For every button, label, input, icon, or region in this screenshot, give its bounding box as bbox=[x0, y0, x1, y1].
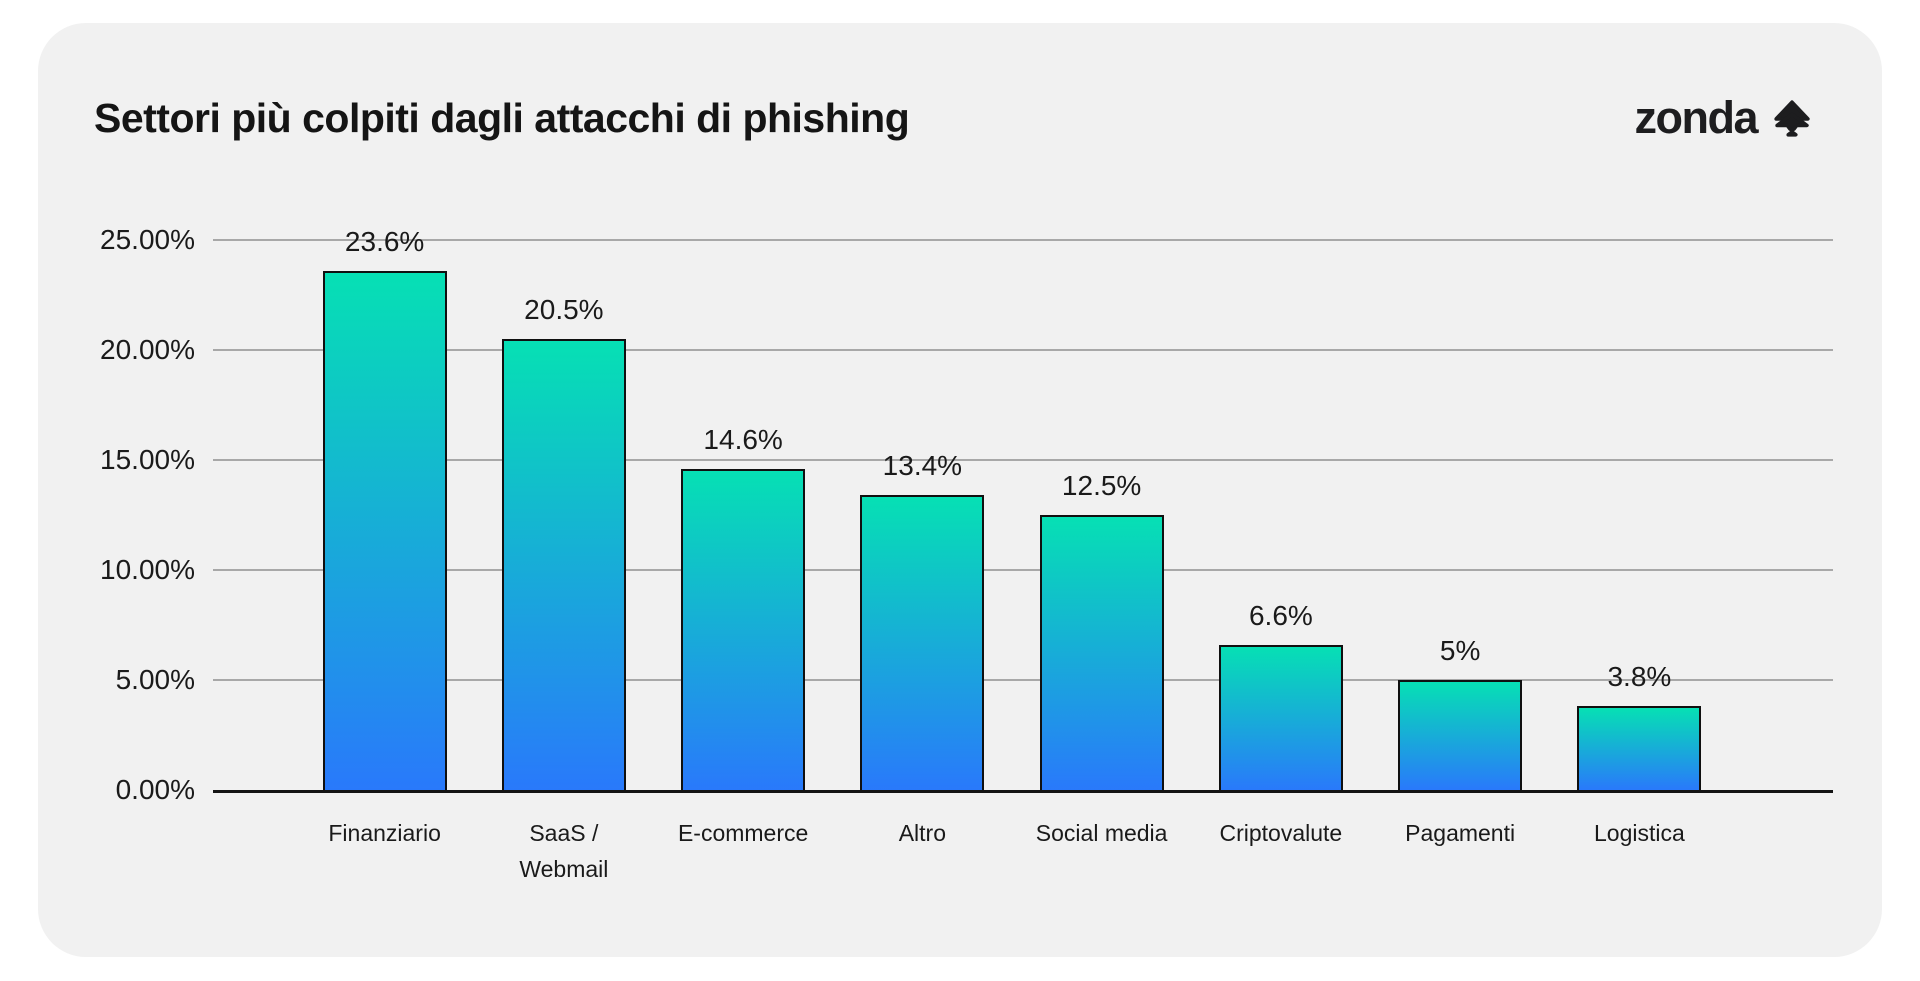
category-label: SaaS / Webmail bbox=[519, 820, 609, 882]
bar-group: 20.5% SaaS / Webmail bbox=[474, 240, 653, 882]
bar-group: 13.4% Altro bbox=[833, 240, 1012, 846]
y-axis-tick-label: 25.00% bbox=[100, 224, 195, 255]
bar-value-label: 12.5% bbox=[1061, 470, 1142, 501]
gridline bbox=[213, 349, 1833, 351]
bar bbox=[681, 468, 806, 790]
brand-logo: zonda bbox=[1635, 95, 1819, 140]
bar-value-label: 6.6% bbox=[1248, 599, 1313, 631]
bar-group: 23.6% Finanziario bbox=[295, 226, 474, 846]
bar bbox=[1398, 680, 1523, 790]
y-axis-tick-label: 0.00% bbox=[115, 774, 195, 805]
category-label: Criptovalute bbox=[1219, 820, 1343, 846]
bar-group: 12.5% Social media bbox=[1012, 240, 1191, 846]
category-label: Logistica bbox=[1593, 820, 1685, 846]
bar bbox=[1218, 644, 1343, 790]
y-axis-tick-label: 20.00% bbox=[100, 334, 195, 365]
brand-wordmark: zonda bbox=[1634, 92, 1759, 143]
bar-value-label: 14.6% bbox=[703, 423, 783, 455]
gridline bbox=[213, 569, 1833, 571]
category-label: Social media bbox=[1035, 820, 1168, 846]
gridline bbox=[213, 239, 1833, 241]
bar bbox=[322, 270, 447, 790]
bar-group: 6.6% Criptovalute bbox=[1191, 240, 1370, 846]
bar bbox=[501, 339, 626, 790]
bar-group: 3.8% Logistica bbox=[1550, 240, 1729, 846]
bars-container: 23.6% Finanziario 20.5% SaaS / Webmail 14.6%… bbox=[213, 226, 1833, 882]
bar-value-label: 23.6% bbox=[344, 225, 425, 257]
bar-group: 5% Pagamenti bbox=[1371, 240, 1550, 846]
y-axis-tick-label: 5.00% bbox=[115, 664, 195, 695]
category-label: Altro bbox=[898, 820, 947, 846]
infographic-card: Settori più colpiti dagli attacchi di ph… bbox=[38, 23, 1882, 957]
bar-chart: 25.00% 20.00% 15.00% 10.00% 5.00% 0.00% 23.6%… bbox=[100, 224, 1833, 882]
bar bbox=[1039, 515, 1164, 790]
bar-value-label: 20.5% bbox=[524, 294, 604, 325]
bar-group: 14.6% E-commerce bbox=[654, 240, 833, 846]
bar bbox=[1577, 706, 1702, 790]
gridline bbox=[213, 679, 1833, 681]
zonda-tree-arrow-icon bbox=[1774, 99, 1810, 137]
bar-value-label: 3.8% bbox=[1607, 661, 1672, 693]
bar bbox=[860, 495, 985, 790]
chart-title: Settori più colpiti dagli attacchi di ph… bbox=[94, 95, 910, 141]
bar-value-label: 5% bbox=[1439, 635, 1481, 666]
bar-value-label: 13.4% bbox=[882, 450, 963, 482]
y-axis-tick-label: 15.00% bbox=[100, 444, 195, 475]
category-label: Pagamenti bbox=[1405, 820, 1516, 846]
y-axis-tick-label: 10.00% bbox=[100, 554, 195, 585]
category-label: Finanziario bbox=[328, 820, 441, 846]
category-label: E-commerce bbox=[677, 820, 809, 846]
gridline bbox=[213, 459, 1833, 461]
